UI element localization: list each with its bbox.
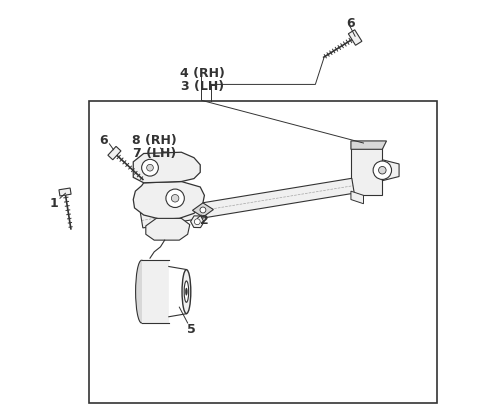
Ellipse shape <box>182 270 191 314</box>
Polygon shape <box>192 203 214 217</box>
Text: 3 (LH): 3 (LH) <box>181 80 224 93</box>
Polygon shape <box>108 147 121 160</box>
Circle shape <box>200 207 206 213</box>
Polygon shape <box>146 218 190 240</box>
Polygon shape <box>351 141 386 149</box>
Polygon shape <box>142 260 169 323</box>
Polygon shape <box>133 152 200 183</box>
Bar <box>351 141 383 195</box>
Text: 5: 5 <box>188 323 196 336</box>
Text: 2: 2 <box>200 214 209 227</box>
Text: 8 (RH): 8 (RH) <box>132 134 177 147</box>
Text: 6: 6 <box>347 17 355 30</box>
Bar <box>89 101 437 402</box>
Circle shape <box>373 161 392 179</box>
Text: 7 (LH): 7 (LH) <box>132 147 176 160</box>
Polygon shape <box>383 160 399 181</box>
Circle shape <box>142 159 158 176</box>
Circle shape <box>147 164 153 171</box>
Text: 1: 1 <box>49 197 58 210</box>
Polygon shape <box>133 181 204 219</box>
Polygon shape <box>59 188 71 196</box>
Circle shape <box>171 194 179 202</box>
Text: 6: 6 <box>100 134 108 147</box>
Polygon shape <box>351 191 363 204</box>
Ellipse shape <box>184 281 189 302</box>
Ellipse shape <box>186 288 187 295</box>
Circle shape <box>379 166 386 174</box>
Polygon shape <box>169 267 186 317</box>
Ellipse shape <box>135 260 148 323</box>
Polygon shape <box>141 178 354 228</box>
Text: 4 (RH): 4 (RH) <box>180 68 225 81</box>
Circle shape <box>166 189 184 207</box>
Polygon shape <box>348 30 362 45</box>
Circle shape <box>194 219 200 225</box>
